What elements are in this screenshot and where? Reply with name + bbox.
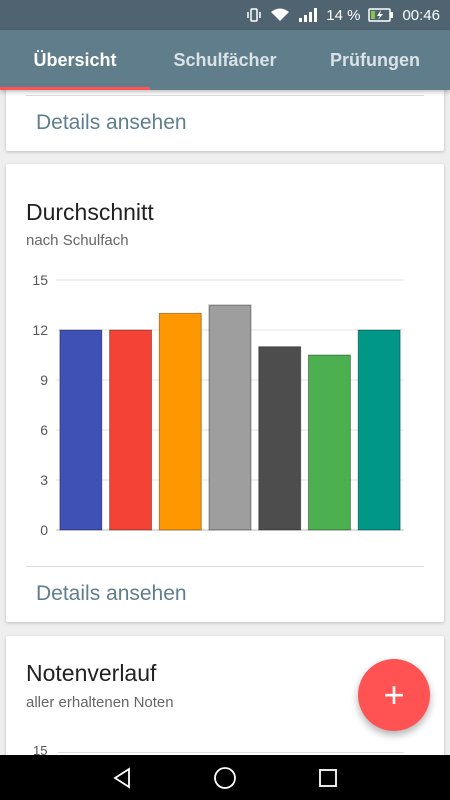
back-icon[interactable]: [107, 763, 137, 793]
y-tick-label: 3: [40, 472, 48, 488]
battery-percent: 14 %: [326, 6, 361, 24]
card-divider: [26, 95, 424, 96]
y-tick-label: 12: [32, 322, 48, 338]
plus-icon: +: [383, 674, 405, 715]
average-bar-chart: 0 3 6 9 12 15: [32, 274, 404, 538]
card-top: Details ansehen: [6, 90, 444, 151]
y-tick-label: 0: [40, 522, 48, 538]
chart-bar[interactable]: [357, 329, 401, 531]
card-subtitle-progress: aller erhaltenen Noten: [26, 694, 174, 711]
card-divider: [26, 566, 424, 567]
clock: 00:46: [402, 6, 440, 24]
y-tick-label: 6: [40, 422, 48, 438]
details-link-average[interactable]: Details ansehen: [36, 582, 187, 605]
progress-gridline: [58, 752, 404, 753]
details-link-top[interactable]: Details ansehen: [36, 111, 187, 134]
status-bar: 14 % 00:46: [0, 0, 450, 30]
tab-bar: Übersicht Schulfächer Prüfungen: [0, 30, 450, 90]
add-grade-button[interactable]: +: [358, 659, 430, 731]
y-tick-label: 9: [40, 372, 48, 388]
recents-icon[interactable]: [313, 763, 343, 793]
wifi-icon: [270, 7, 290, 23]
chart-bar[interactable]: [208, 304, 252, 531]
chart-bar[interactable]: [158, 312, 202, 531]
card-subtitle-average: nach Schulfach: [26, 232, 129, 249]
card-average: Durchschnitt nach Schulfach 0 3 6 9 12 15 Det…: [6, 164, 444, 622]
chart-bar[interactable]: [109, 329, 153, 531]
tab-exams[interactable]: Prüfungen: [330, 49, 420, 70]
tab-overview[interactable]: Übersicht: [0, 30, 150, 90]
signal-icon: [298, 7, 318, 23]
overview-content[interactable]: Details ansehen Durchschnitt nach Schulf…: [0, 90, 450, 755]
battery-charging-icon: [368, 8, 394, 22]
vibrate-icon: [246, 7, 262, 23]
system-nav-bar: [0, 755, 450, 800]
tab-subjects[interactable]: Schulfächer: [173, 49, 277, 70]
home-icon[interactable]: [210, 763, 240, 793]
chart-bar[interactable]: [59, 329, 103, 531]
card-title-progress: Notenverlauf: [26, 660, 157, 686]
progress-tick-label: 15: [33, 743, 48, 755]
y-tick-label: 15: [32, 274, 48, 288]
card-title-average: Durchschnitt: [26, 199, 154, 225]
chart-bar[interactable]: [258, 346, 302, 531]
chart-bar[interactable]: [307, 354, 351, 531]
